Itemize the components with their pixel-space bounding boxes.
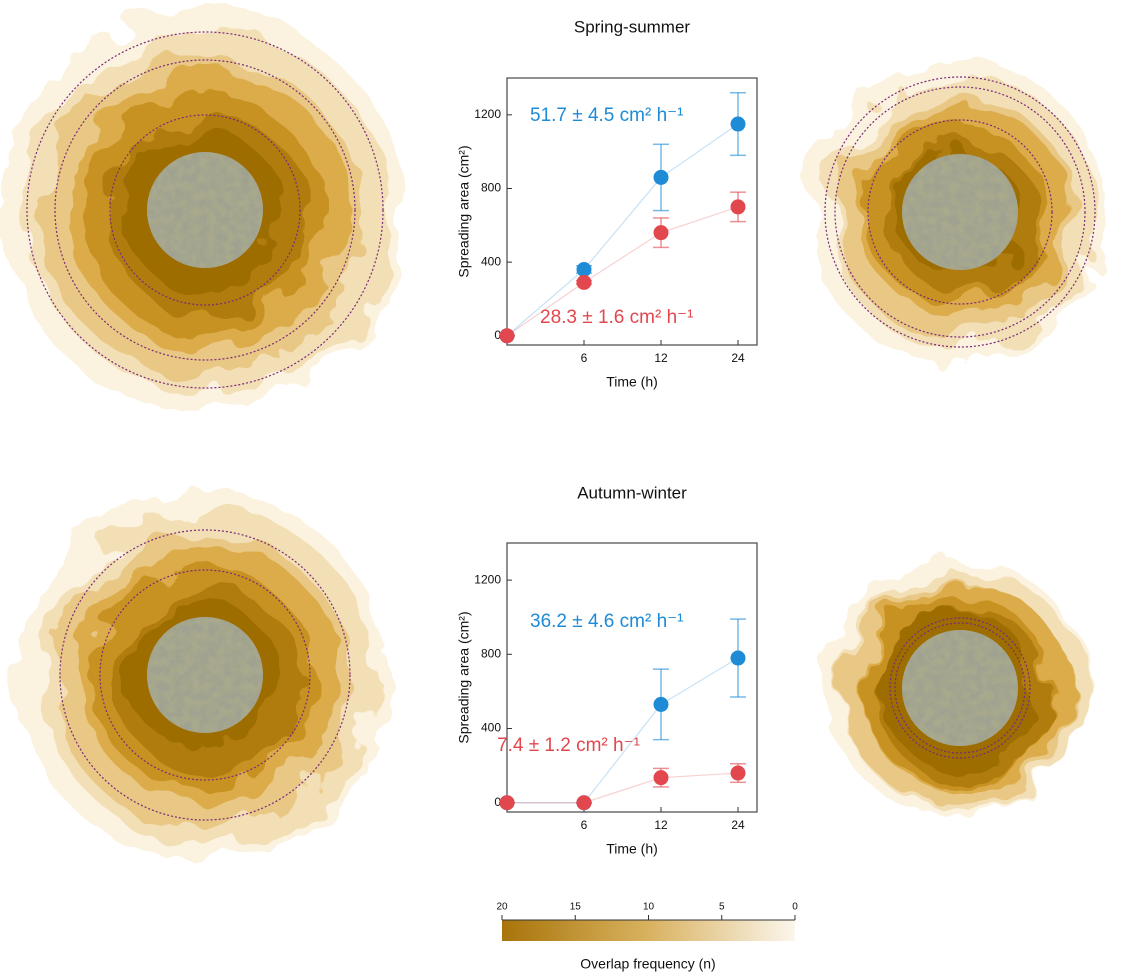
y-tick-label: 400	[481, 254, 501, 268]
spread-maps	[2, 10, 1107, 860]
dashed-ring	[889, 617, 1031, 759]
colony-texture	[902, 630, 1018, 746]
data-point	[730, 650, 746, 666]
y-tick-label: 400	[481, 721, 501, 735]
data-point	[499, 328, 515, 344]
x-axis-label: Time (h)	[606, 374, 658, 390]
series-line	[506, 123, 739, 337]
colorbar-tick-label: 15	[570, 902, 582, 913]
dashed-ring	[99, 569, 311, 781]
rate-annotation: 7.4 ± 1.2 cm² h⁻¹	[497, 735, 640, 756]
chart-title: Autumn-winter	[577, 483, 687, 502]
y-tick-label: 0	[494, 795, 501, 809]
colorbar-gradient	[502, 920, 795, 941]
series-line	[507, 772, 739, 804]
data-point	[499, 795, 515, 811]
x-tick-label: 12	[654, 818, 668, 832]
colorbar: Overlap frequency (n) 20 15 10 5 0	[496, 902, 798, 972]
colorbar-tick-label: 5	[719, 902, 725, 913]
data-point	[653, 696, 669, 712]
colony-texture	[902, 154, 1018, 270]
x-tick-label: 6	[581, 818, 588, 832]
dashed-ring	[109, 114, 301, 306]
x-axis-label: Time (h)	[606, 841, 658, 857]
data-point	[653, 225, 669, 241]
colony-texture	[147, 152, 263, 268]
data-point	[576, 795, 592, 811]
dashed-ring	[59, 529, 351, 821]
data-point	[576, 262, 592, 278]
series-line	[507, 657, 739, 804]
rate-annotation: 28.3 ± 1.6 cm² h⁻¹	[540, 307, 694, 328]
data-point	[653, 770, 669, 786]
chart-title: Spring-summer	[574, 17, 691, 36]
y-tick-label: 800	[481, 646, 501, 660]
plot-frame	[506, 542, 758, 813]
rate-annotation: 51.7 ± 4.5 cm² h⁻¹	[530, 105, 684, 126]
y-axis-label: Spreading area (cm²)	[456, 145, 472, 277]
colorbar-tick-label: 10	[643, 902, 655, 913]
data-point	[730, 116, 746, 132]
colorbar-label: Overlap frequency (n)	[580, 956, 715, 972]
colony-texture	[147, 617, 263, 733]
data-point	[576, 274, 592, 290]
dashed-ring	[894, 622, 1026, 754]
rate-annotation: 36.2 ± 4.6 cm² h⁻¹	[530, 611, 684, 632]
y-axis-label: Spreading area (cm²)	[456, 611, 472, 743]
y-tick-label: 800	[481, 181, 501, 195]
y-tick-label: 1200	[474, 107, 501, 121]
colorbar-tick-label: 0	[792, 902, 798, 913]
data-point	[730, 199, 746, 215]
data-point	[730, 765, 746, 781]
data-point	[653, 169, 669, 185]
dashed-ring	[26, 31, 384, 389]
x-tick-label: 24	[731, 818, 745, 832]
colorbar-tick-label: 20	[496, 902, 508, 913]
y-tick-label: 1200	[474, 572, 501, 586]
x-tick-label: 6	[581, 351, 588, 365]
x-tick-label: 12	[654, 351, 668, 365]
y-tick-label: 0	[494, 328, 501, 342]
series-line	[506, 206, 739, 337]
x-tick-label: 24	[731, 351, 745, 365]
dashed-ring	[824, 76, 1096, 348]
plot-frame	[506, 77, 758, 346]
dashed-ring	[834, 86, 1086, 338]
dashed-ring	[867, 119, 1053, 305]
dashed-ring	[54, 59, 356, 361]
